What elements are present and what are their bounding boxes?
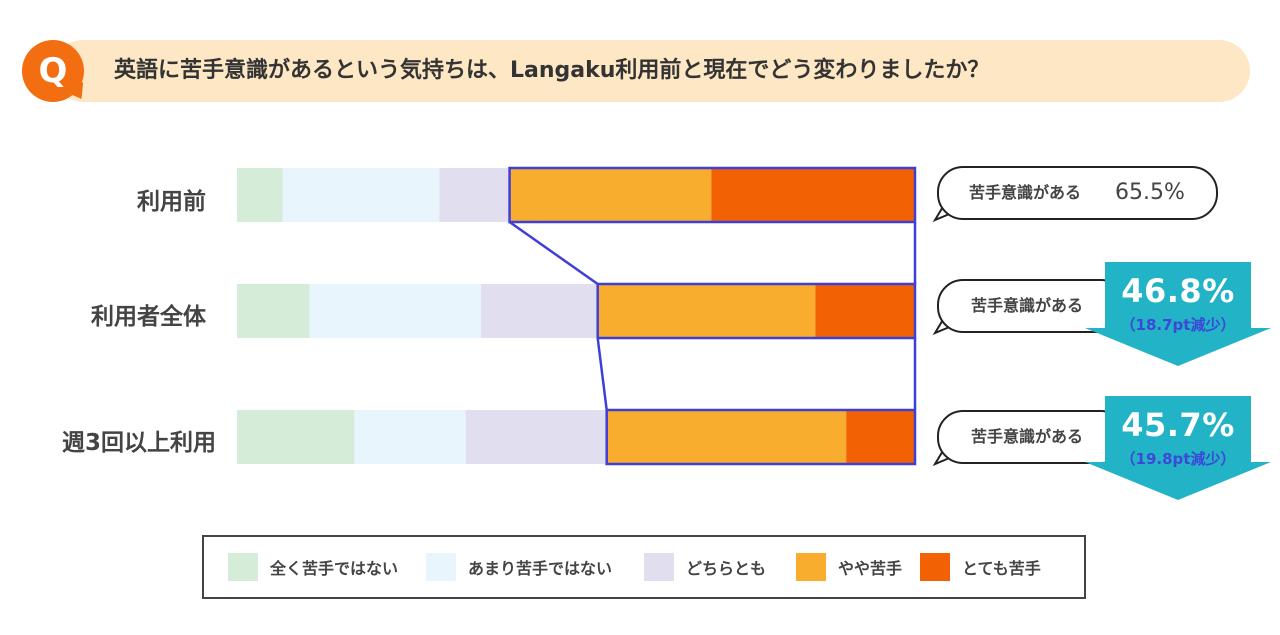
bar-segment-row1-series1 xyxy=(237,168,283,222)
category-label-3x-weekly: 週3回以上利用 xyxy=(61,430,216,456)
callout-value: 46.8% xyxy=(1121,272,1235,310)
legend-item: とても苦手 xyxy=(920,553,1041,581)
bar-segment-row2-series3 xyxy=(481,284,598,338)
legend-item: あまり苦手ではない xyxy=(426,553,612,581)
callout-value: 45.7% xyxy=(1121,406,1235,444)
bar-segment-row2-series1 xyxy=(237,284,310,338)
question-background xyxy=(52,40,1250,102)
legend-label: どちらとも xyxy=(686,559,767,578)
highlight-outline-row2 xyxy=(596,282,917,340)
callout-diff: （19.8pt減少） xyxy=(1120,450,1236,468)
legend-item: 全く苦手ではない xyxy=(228,553,398,581)
legend: 全く苦手ではない あまり苦手ではない どちらとも やや苦手 とても苦手 xyxy=(202,535,1086,599)
bar-segment-row2-series5 xyxy=(815,284,915,338)
legend-label: あまり苦手ではない xyxy=(468,559,613,578)
legend-swatch xyxy=(228,553,258,581)
category-label-all-users: 利用者全体 xyxy=(91,304,206,330)
legend-swatch xyxy=(426,553,456,581)
down-arrow-icon xyxy=(1085,262,1271,366)
question-text: 英語に苦手意識があるという気持ちは、Langaku利用前と現在でどう変わりました… xyxy=(114,58,990,83)
decrease-arrow-3x-weekly: 45.7% （19.8pt減少） xyxy=(1083,396,1273,502)
bar-segment-row1-series3 xyxy=(439,168,510,222)
callout-bubble-before: 苦手意識がある 65.5% xyxy=(937,166,1218,220)
bar-segment-row1-series5 xyxy=(711,168,915,222)
legend-item: どちらとも xyxy=(644,553,766,581)
highlight-outline-row3 xyxy=(605,408,917,466)
bar-segment-row3-series3 xyxy=(465,410,607,464)
legend-item: やや苦手 xyxy=(796,553,902,581)
callout-label: 苦手意識がある xyxy=(971,296,1084,315)
connector-line-1-left xyxy=(508,220,599,286)
bar-segment-row3-series2 xyxy=(354,410,466,464)
legend-swatch xyxy=(796,553,826,581)
legend-label: とても苦手 xyxy=(962,559,1041,578)
bar-segment-row3-series1 xyxy=(237,410,355,464)
callout-bubble-3x-weekly: 苦手意識がある xyxy=(937,410,1127,464)
callout-diff: （18.7pt減少） xyxy=(1120,316,1236,334)
legend-swatch xyxy=(920,553,950,581)
legend-swatch xyxy=(644,553,674,581)
bar-segment-row1-series4 xyxy=(509,168,712,222)
callout-value: 65.5% xyxy=(1115,180,1185,205)
question-banner: Q 英語に苦手意識があるという気持ちは、Langaku利用前と現在でどう変わりま… xyxy=(22,40,1250,105)
decrease-arrow-all-users: 46.8% （18.7pt減少） xyxy=(1083,262,1273,368)
highlight-outline-row1 xyxy=(508,166,917,224)
connector-line-2-left xyxy=(596,337,608,411)
bar-segment-row2-series4 xyxy=(597,284,816,338)
legend-label: やや苦手 xyxy=(838,559,903,578)
bar-segment-row3-series5 xyxy=(846,410,915,464)
bar-segment-row2-series2 xyxy=(309,284,482,338)
down-arrow-icon xyxy=(1085,396,1271,500)
bar-segment-row1-series2 xyxy=(282,168,440,222)
legend-label: 全く苦手ではない xyxy=(270,559,399,578)
callout-label: 苦手意識がある xyxy=(971,427,1084,446)
bar-segment-row3-series4 xyxy=(606,410,847,464)
category-label-before: 利用前 xyxy=(137,189,206,215)
question-mark-icon: Q xyxy=(22,40,84,102)
callout-label: 苦手意識がある xyxy=(969,183,1082,202)
